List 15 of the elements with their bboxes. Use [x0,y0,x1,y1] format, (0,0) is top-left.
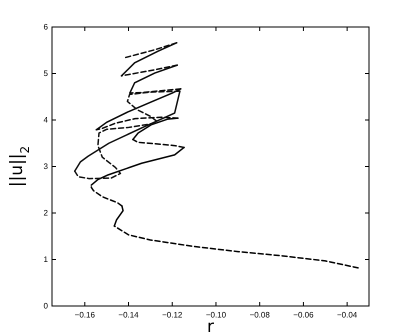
y-tick-label: 5 [44,69,49,78]
y-tick-label: 3 [44,162,49,172]
x-tick-label: −0.12 [162,310,183,320]
x-tick-label: −0.04 [337,310,358,320]
y-tick-label: 6 [44,22,49,32]
x-axis-title: r [207,317,214,334]
y-tick-label: 0 [44,302,49,311]
x-tick-label: −0.10 [206,310,227,320]
x-tick-label: −0.06 [293,310,314,320]
y-tick-label: 4 [44,116,49,125]
x-tick-label: −0.16 [74,310,96,320]
x-tick-label: −0.14 [118,310,140,320]
x-tick-label: −0.08 [250,310,270,320]
y-tick-label: 1 [44,255,49,264]
y-tick-label: 2 [44,208,49,218]
